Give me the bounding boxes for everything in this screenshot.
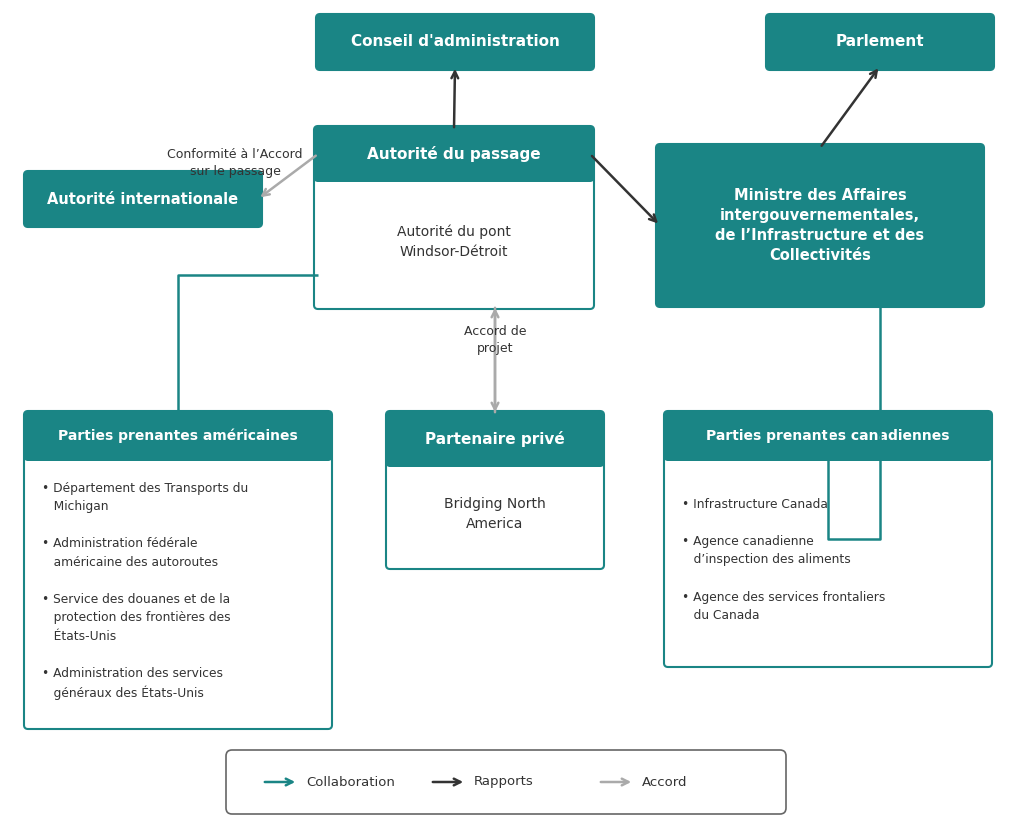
Text: Conseil d'administration: Conseil d'administration [350,35,559,50]
FancyBboxPatch shape [24,411,332,729]
FancyBboxPatch shape [314,126,594,182]
Text: Autorité du passage: Autorité du passage [368,146,541,162]
Text: Ministre des Affaires
intergouvernementales,
de l’Infrastructure et des
Collecti: Ministre des Affaires intergouvernementa… [716,188,925,262]
FancyBboxPatch shape [226,750,786,814]
Text: Parties prenantes canadiennes: Parties prenantes canadiennes [707,429,949,443]
Text: Rapports: Rapports [474,776,534,789]
FancyBboxPatch shape [766,14,994,70]
Text: Autorité du pont
Windsor-Détroit: Autorité du pont Windsor-Détroit [397,224,511,258]
FancyBboxPatch shape [656,144,984,307]
Text: Accord: Accord [642,776,687,789]
FancyBboxPatch shape [24,171,262,227]
FancyBboxPatch shape [386,411,604,569]
FancyBboxPatch shape [314,126,594,309]
FancyBboxPatch shape [664,411,992,461]
Text: Conformité à l’Accord
sur le passage: Conformité à l’Accord sur le passage [167,148,303,178]
FancyBboxPatch shape [316,14,594,70]
Text: Bridging North
America: Bridging North America [444,497,546,530]
Text: Partenaire privé: Partenaire privé [425,431,565,447]
FancyBboxPatch shape [386,411,604,467]
Text: • Infrastructure Canada

• Agence canadienne
   d’inspection des aliments

• Age: • Infrastructure Canada • Agence canadie… [682,498,886,622]
Text: Autorité internationale: Autorité internationale [47,191,239,206]
Text: Parties prenantes américaines: Parties prenantes américaines [58,429,298,443]
Text: • Département des Transports du
   Michigan

• Administration fédérale
   améric: • Département des Transports du Michigan… [42,482,248,700]
Text: Parlement: Parlement [836,35,925,50]
FancyBboxPatch shape [24,411,332,461]
Text: Collaboration: Collaboration [306,776,395,789]
FancyBboxPatch shape [664,411,992,667]
Text: Accord de
projet: Accord de projet [464,325,526,355]
